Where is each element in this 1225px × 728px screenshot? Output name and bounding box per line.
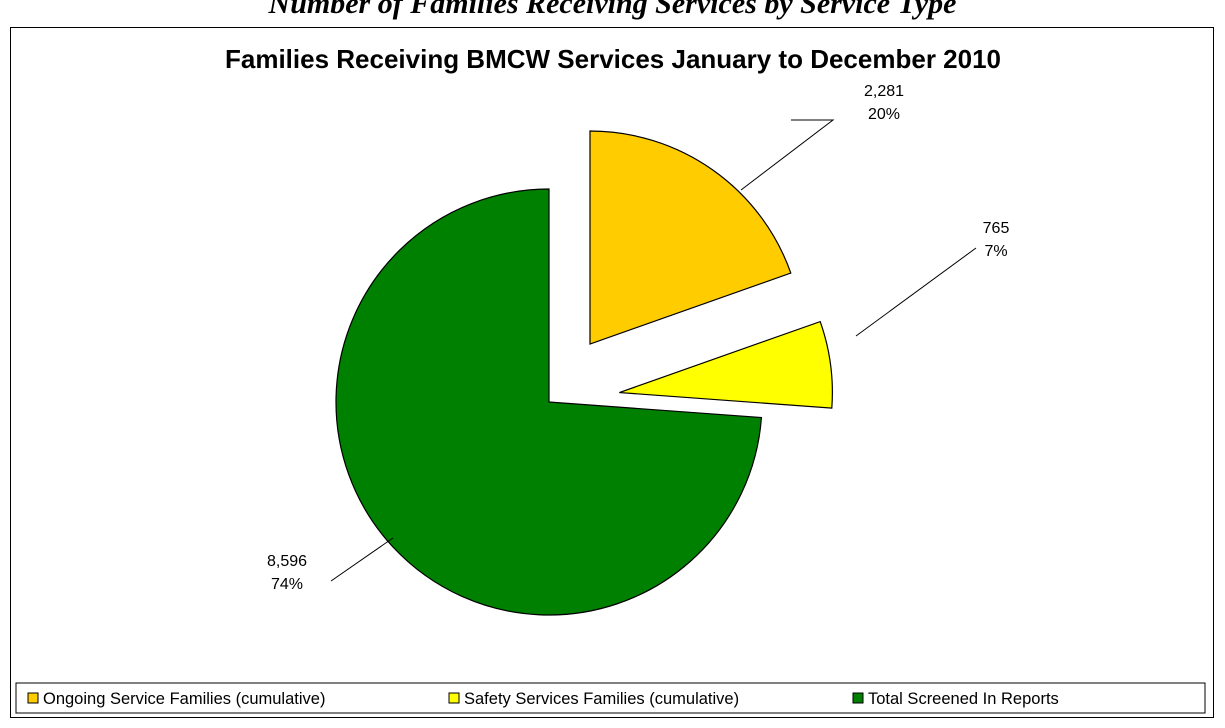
legend: Ongoing Service Families (cumulative) Saf…	[15, 682, 1206, 714]
page-heading-text: Number of Families Receiving Services by…	[268, 0, 957, 20]
slice-percent-label-2: 7%	[984, 243, 1007, 260]
slice-value-label-3: 8,596	[267, 553, 307, 570]
slice-percent-label-3: 74%	[271, 576, 303, 593]
legend-swatch-1	[27, 692, 39, 704]
pie-slice-1	[589, 130, 792, 345]
slices-layer	[335, 130, 833, 616]
leader-line-3	[330, 537, 394, 582]
page-heading-fragment: Number of Families Receiving Services by…	[0, 0, 1225, 26]
leader-lines-layer	[330, 119, 977, 582]
slice-percent-label-1: 20%	[868, 106, 900, 123]
legend-box	[15, 682, 1206, 714]
legend-label-2: Safety Services Families (cumulative)	[464, 690, 739, 708]
pie-slice-2	[619, 320, 833, 409]
chart-title: Families Receiving BMCW Services January…	[225, 44, 1001, 74]
leader-line-1	[740, 119, 835, 191]
pie-slice-3	[335, 188, 763, 616]
legend-swatch-3	[852, 692, 864, 704]
leader-line-2	[855, 247, 977, 337]
legend-swatch-2	[448, 692, 460, 704]
data-labels-layer: 2,281 20% 765 7% 8,596 74%	[267, 83, 1009, 593]
slice-value-label-2: 765	[983, 220, 1010, 237]
chart-area: Families Receiving BMCW Services January…	[10, 27, 1214, 718]
legend-label-1: Ongoing Service Families (cumulative)	[43, 690, 325, 708]
pie-chart: Families Receiving BMCW Services January…	[15, 44, 1206, 714]
slice-value-label-1: 2,281	[864, 83, 904, 100]
legend-label-3: Total Screened In Reports	[868, 690, 1059, 708]
